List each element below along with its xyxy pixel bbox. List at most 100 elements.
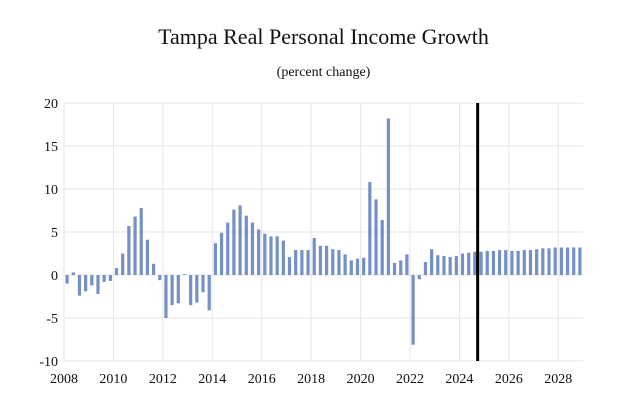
bar bbox=[170, 275, 174, 306]
bar bbox=[423, 262, 428, 275]
bar bbox=[306, 250, 310, 275]
bar bbox=[460, 253, 465, 275]
bar bbox=[213, 243, 217, 275]
bar bbox=[392, 262, 397, 275]
y-tick-label: 5 bbox=[51, 226, 58, 241]
x-tick-label: 2026 bbox=[495, 372, 523, 387]
chart-title: Tampa Real Personal Income Growth bbox=[158, 24, 489, 49]
bar bbox=[553, 247, 557, 275]
bar bbox=[504, 250, 508, 275]
bar bbox=[269, 236, 273, 275]
bar bbox=[374, 199, 378, 275]
bar bbox=[324, 245, 329, 275]
x-tick-label: 2020 bbox=[347, 372, 375, 387]
bar bbox=[133, 216, 137, 275]
bar bbox=[250, 222, 255, 275]
bar bbox=[77, 275, 82, 296]
bar bbox=[114, 268, 119, 275]
bar bbox=[226, 222, 230, 275]
bar bbox=[127, 225, 131, 275]
bar bbox=[559, 247, 563, 275]
bar bbox=[294, 250, 298, 275]
bar bbox=[65, 275, 69, 284]
bar bbox=[207, 275, 211, 311]
bar bbox=[312, 238, 316, 275]
bar bbox=[195, 275, 199, 303]
x-tick-label: 2028 bbox=[544, 372, 572, 387]
bar bbox=[71, 272, 75, 275]
bar bbox=[275, 236, 279, 275]
bar bbox=[572, 247, 576, 275]
bar bbox=[565, 247, 570, 275]
x-tick-label: 2016 bbox=[248, 372, 276, 387]
bar bbox=[386, 118, 390, 275]
bar bbox=[497, 250, 502, 275]
bar bbox=[362, 257, 366, 275]
bar bbox=[331, 249, 335, 275]
bar bbox=[541, 248, 545, 275]
bar bbox=[244, 215, 248, 275]
bar bbox=[121, 253, 125, 275]
x-tick-label: 2024 bbox=[445, 372, 473, 387]
bar bbox=[349, 260, 353, 275]
bar bbox=[516, 250, 520, 275]
bar bbox=[355, 258, 360, 275]
bar bbox=[430, 249, 434, 275]
bar bbox=[442, 256, 446, 275]
bar bbox=[528, 250, 533, 275]
bar bbox=[238, 205, 242, 275]
y-tick-label: -10 bbox=[39, 355, 58, 370]
bar bbox=[510, 250, 514, 275]
y-tick-label: 20 bbox=[44, 97, 58, 112]
bar bbox=[201, 275, 205, 293]
bar bbox=[232, 209, 236, 275]
bar bbox=[491, 250, 496, 275]
x-tick-label: 2010 bbox=[99, 372, 127, 387]
bar bbox=[448, 256, 452, 275]
bar bbox=[263, 233, 267, 275]
bar bbox=[405, 254, 409, 275]
chart-subtitle: (percent change) bbox=[276, 65, 371, 80]
bar bbox=[158, 275, 162, 281]
y-tick-label: 10 bbox=[44, 183, 58, 198]
x-tick-label: 2022 bbox=[396, 372, 424, 387]
bar bbox=[182, 274, 187, 275]
bar bbox=[380, 219, 384, 275]
bar bbox=[287, 256, 292, 275]
bar bbox=[96, 275, 100, 294]
bar bbox=[281, 240, 285, 275]
bar bbox=[90, 275, 94, 286]
x-tick-label: 2014 bbox=[198, 372, 226, 387]
y-tick-label: -5 bbox=[46, 312, 58, 327]
bar bbox=[219, 232, 224, 275]
bar bbox=[368, 182, 372, 275]
bar bbox=[318, 245, 323, 275]
y-tick-label: 15 bbox=[44, 140, 58, 155]
bar bbox=[411, 275, 415, 345]
bar bbox=[139, 207, 143, 275]
bar bbox=[547, 248, 551, 275]
bar bbox=[522, 250, 526, 275]
bar bbox=[343, 254, 347, 275]
bar bbox=[257, 229, 261, 275]
y-tick-label: 0 bbox=[51, 269, 58, 284]
bar bbox=[84, 275, 88, 292]
bar bbox=[479, 251, 483, 275]
x-tick-label: 2018 bbox=[297, 372, 325, 387]
bar bbox=[108, 275, 112, 282]
bar bbox=[189, 275, 193, 306]
bar bbox=[467, 252, 471, 275]
bar bbox=[300, 250, 304, 275]
bar bbox=[485, 250, 489, 275]
bar bbox=[417, 275, 421, 280]
bar bbox=[473, 251, 477, 275]
bar bbox=[454, 256, 458, 275]
bar bbox=[151, 263, 156, 275]
x-tick-label: 2008 bbox=[50, 372, 78, 387]
bar bbox=[164, 275, 168, 318]
bar bbox=[399, 260, 403, 275]
x-tick-label: 2012 bbox=[149, 372, 177, 387]
bar bbox=[176, 275, 180, 304]
